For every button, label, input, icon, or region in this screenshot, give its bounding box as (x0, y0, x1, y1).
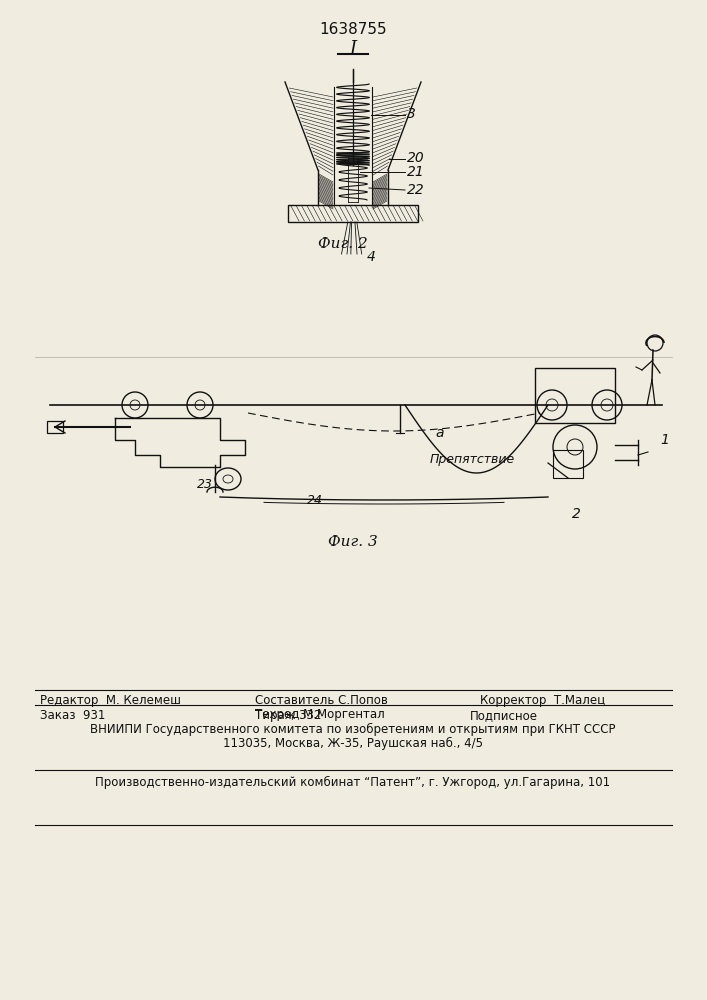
Text: 24: 24 (307, 493, 323, 506)
Text: Фиг. 3: Фиг. 3 (328, 535, 378, 549)
Text: ВНИИПИ Государственного комитета по изобретениям и открытиям при ГКНТ СССР: ВНИИПИ Государственного комитета по изоб… (90, 723, 616, 736)
Text: 23: 23 (197, 479, 213, 491)
Bar (535, 368, 615, 423)
Text: 21: 21 (407, 165, 425, 179)
Text: Подписное: Подписное (470, 709, 538, 722)
Text: 1: 1 (660, 433, 669, 447)
Text: Препятствие: Препятствие (429, 454, 515, 466)
Text: I: I (349, 40, 356, 58)
Text: Тираж 332: Тираж 332 (255, 709, 322, 722)
Text: a: a (436, 426, 444, 440)
Text: Корректор  Т.Малец: Корректор Т.Малец (480, 694, 605, 707)
Bar (553, 450, 583, 478)
Text: 20: 20 (407, 151, 425, 165)
Text: 1638755: 1638755 (319, 22, 387, 37)
Text: 3: 3 (407, 107, 416, 121)
Text: 2: 2 (572, 507, 581, 521)
Text: 4: 4 (367, 250, 376, 264)
Text: Техред М.Моргентал: Техред М.Моргентал (255, 708, 385, 721)
Text: 22: 22 (407, 183, 425, 197)
Text: Редактор  М. Келемеш: Редактор М. Келемеш (40, 694, 181, 707)
Text: Производственно-издательский комбинат “Патент”, г. Ужгород, ул.Гагарина, 101: Производственно-издательский комбинат “П… (95, 776, 611, 789)
Bar (288, 205, 418, 222)
Bar (47, 421, 63, 433)
Text: Заказ  931: Заказ 931 (40, 709, 105, 722)
Text: 113035, Москва, Ж-35, Раушская наб., 4/5: 113035, Москва, Ж-35, Раушская наб., 4/5 (223, 737, 483, 750)
Text: Составитель С.Попов: Составитель С.Попов (255, 694, 388, 707)
Text: Фиг. 2: Фиг. 2 (318, 237, 368, 251)
